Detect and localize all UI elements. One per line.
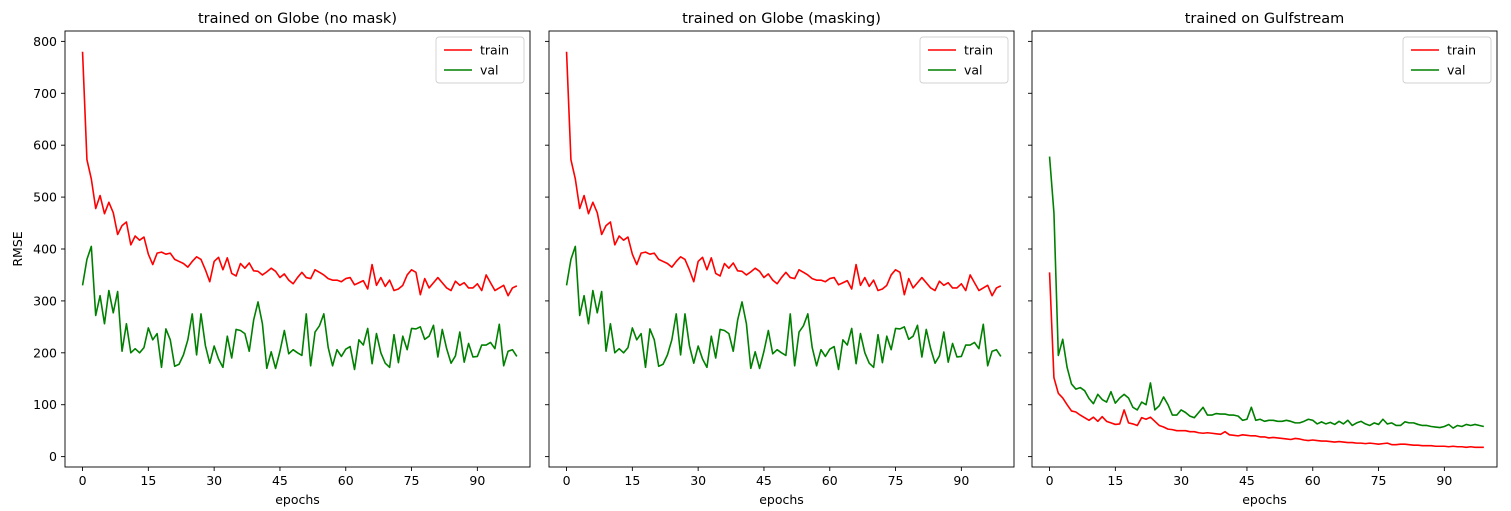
legend-label-train: train [964, 43, 993, 58]
x-tick-label: 60 [822, 473, 838, 488]
x-tick-label: 30 [1173, 473, 1189, 488]
y-tick-label: 600 [33, 138, 57, 153]
legend-label-val: val [480, 63, 499, 78]
panel-title: trained on Globe (no mask) [198, 11, 397, 27]
x-tick-label: 60 [1305, 473, 1321, 488]
x-tick-label: 30 [690, 473, 706, 488]
y-tick-label: 0 [49, 449, 57, 464]
x-tick-label: 15 [140, 473, 156, 488]
y-tick-label: 300 [33, 293, 57, 308]
x-tick-label: 90 [953, 473, 969, 488]
x-tick-label: 30 [206, 473, 222, 488]
x-tick-label: 45 [272, 473, 288, 488]
legend-label-train: train [1447, 43, 1476, 58]
x-tick-label: 75 [404, 473, 420, 488]
x-axis-label: epochs [275, 492, 320, 507]
legend-label-train: train [480, 43, 509, 58]
x-tick-label: 45 [756, 473, 772, 488]
axes-frame [64, 30, 531, 468]
panel-2: trained on Gulfstream epochs 0 15 30 45 60 75… [1028, 11, 1498, 507]
y-tick-label: 500 [33, 190, 57, 205]
axes-frame [548, 30, 1015, 468]
x-tick-label: 15 [1107, 473, 1123, 488]
y-tick-label: 400 [33, 242, 57, 257]
x-tick-label: 45 [1239, 473, 1255, 488]
x-axis-label: epochs [1242, 492, 1287, 507]
x-tick-label: 60 [338, 473, 354, 488]
panel-1: trained on Globe (masking) epochs 0 15 30 4… [545, 11, 1015, 507]
x-tick-label: 0 [563, 473, 571, 488]
series-line-train [1048, 272, 1484, 449]
legend-box [435, 36, 525, 84]
panel-0: trained on Globe (no mask) epochs RMSE 0… [10, 11, 531, 507]
x-tick-label: 0 [79, 473, 87, 488]
y-tick-label: 800 [33, 34, 57, 49]
y-axis-label: RMSE [10, 231, 25, 266]
x-tick-label: 90 [469, 473, 485, 488]
x-tick-label: 0 [1046, 473, 1054, 488]
legend-box [1402, 36, 1492, 84]
panel-title: trained on Gulfstream [1185, 11, 1345, 27]
legend-label-val: val [964, 63, 983, 78]
axes-frame [1031, 30, 1498, 468]
panel-title: trained on Globe (masking) [682, 11, 881, 27]
series-line-val [565, 245, 1002, 371]
x-tick-label: 15 [624, 473, 640, 488]
series-line-train [81, 51, 518, 297]
series-line-train [565, 51, 1002, 297]
series-line-val [1048, 156, 1485, 429]
x-tick-label: 75 [1371, 473, 1387, 488]
legend: train val [435, 36, 525, 84]
x-tick-label: 90 [1436, 473, 1452, 488]
series-line-val [81, 245, 518, 371]
x-axis-label: epochs [759, 492, 804, 507]
legend: train val [919, 36, 1009, 84]
x-tick-label: 75 [888, 473, 904, 488]
y-tick-label: 100 [33, 397, 57, 412]
legend: train val [1402, 36, 1492, 84]
legend-label-val: val [1447, 63, 1466, 78]
y-tick-label: 700 [33, 86, 57, 101]
legend-box [919, 36, 1009, 84]
y-tick-label: 200 [33, 345, 57, 360]
